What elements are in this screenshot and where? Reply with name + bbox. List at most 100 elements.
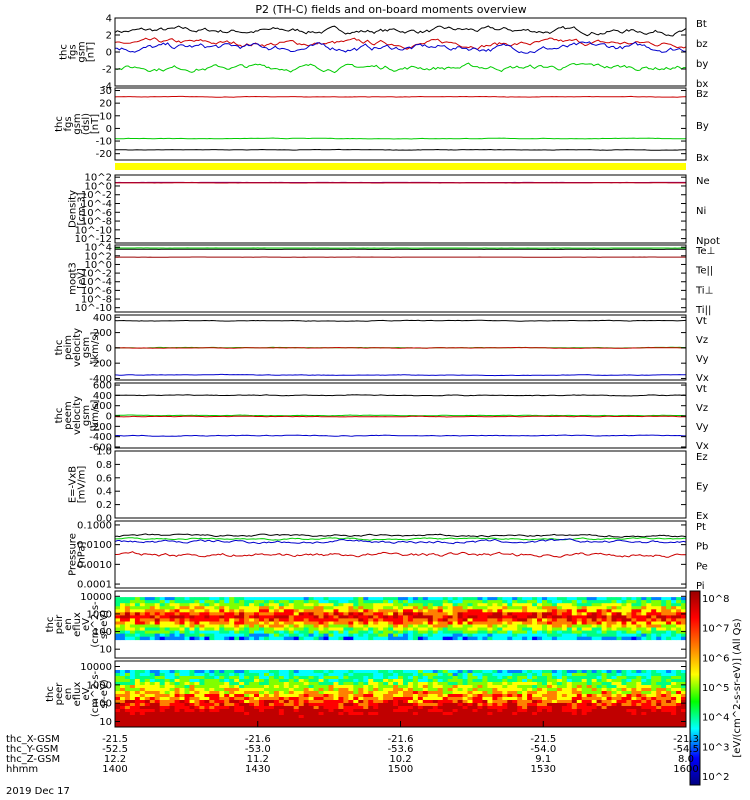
spectrogram-cell <box>527 700 533 704</box>
spectrogram-cell <box>462 688 468 692</box>
spectrogram-cell <box>388 673 394 677</box>
spectrogram-cell <box>179 630 185 634</box>
spectrogram-cell <box>556 603 563 607</box>
spectrogram-cell <box>154 612 161 616</box>
spectrogram-cell <box>353 606 359 610</box>
spectrogram-cell <box>179 597 185 601</box>
spectrogram-cell <box>457 603 463 607</box>
spectrogram-cell <box>512 603 518 607</box>
spectrogram-cell <box>417 691 424 695</box>
spectrogram-cell <box>681 603 687 607</box>
spectrogram-cell <box>412 609 419 613</box>
spectrogram-cell <box>149 606 156 610</box>
spectrogram-cell <box>417 712 424 716</box>
spectrogram-cell <box>298 691 305 695</box>
spectrogram-cell <box>407 606 414 610</box>
spectrogram-cell <box>556 676 563 680</box>
spectrogram-cell <box>636 724 642 728</box>
spectrogram-cell <box>566 600 573 604</box>
spectrogram-cell <box>129 670 136 674</box>
spectrogram-cell <box>224 679 230 683</box>
spectrogram-cell <box>412 673 419 677</box>
spectrogram-cell <box>616 688 622 692</box>
spectrogram-cell <box>244 700 250 704</box>
spectrogram-cell <box>551 621 558 625</box>
spectrogram-cell <box>492 715 498 719</box>
spectrogram-cell <box>601 609 607 613</box>
spectrogram-cell <box>477 700 483 704</box>
spectrogram-cell <box>596 603 602 607</box>
spectrogram-cell <box>626 609 632 613</box>
spectrogram-cell <box>398 682 404 686</box>
spectrogram-cell <box>417 606 424 610</box>
spectrogram-cell <box>149 706 156 710</box>
spectrogram-cell <box>581 688 588 692</box>
spectrogram-cell <box>487 715 493 719</box>
spectrogram-cell <box>288 600 295 604</box>
y-axis-label: Density <box>68 190 79 228</box>
spectrogram-cell <box>358 703 364 707</box>
spectrogram-cell <box>219 627 225 631</box>
spectrogram-cell <box>254 712 260 716</box>
spectrogram-cell <box>477 688 483 692</box>
spectrogram-cell <box>551 715 558 719</box>
spectrogram-cell <box>606 624 612 628</box>
spectrogram-cell <box>363 621 369 625</box>
spectrogram-cell <box>343 700 349 704</box>
spectrogram-cell <box>591 621 598 625</box>
spectrogram-cell <box>556 597 563 601</box>
spectrogram-cell <box>224 700 230 704</box>
spectrogram-cell <box>283 697 290 701</box>
spectrogram-cell <box>437 615 444 619</box>
spectrogram-cell <box>442 618 449 622</box>
spectrogram-cell <box>651 715 657 719</box>
spectrogram-cell <box>244 676 250 680</box>
spectrogram-cell <box>333 630 339 634</box>
spectrogram-cell <box>189 715 195 719</box>
spectrogram-cell <box>353 627 359 631</box>
spectrogram-cell <box>422 624 429 628</box>
spectrogram-cell <box>239 682 245 686</box>
spectrogram-cell <box>268 603 275 607</box>
spectrogram-cell <box>442 676 449 680</box>
spectrogram-cell <box>219 618 225 622</box>
spectrogram-cell <box>427 721 434 725</box>
series-line-red <box>115 551 687 558</box>
spectrogram-cell <box>591 633 598 637</box>
spectrogram-cell <box>368 621 374 625</box>
spectrogram-cell <box>591 721 598 725</box>
spectrogram-cell <box>561 618 568 622</box>
spectrogram-cell <box>189 685 195 689</box>
spectrogram-cell <box>254 624 260 628</box>
spectrogram-cell <box>432 691 439 695</box>
spectrogram-cell <box>412 624 419 628</box>
spectrogram-cell <box>194 597 200 601</box>
spectrogram-cell <box>666 688 672 692</box>
spectrogram-cell <box>601 597 607 601</box>
spectrogram-cell <box>288 624 295 628</box>
spectrogram-cell <box>641 682 647 686</box>
spectrogram-cell <box>422 612 429 616</box>
spectrogram-cell <box>646 691 652 695</box>
spectrogram-cell <box>616 709 622 713</box>
spectrogram-cell <box>268 688 275 692</box>
spectrogram-cell <box>542 609 548 613</box>
spectrogram-cell <box>288 633 295 637</box>
spectrogram-cell <box>537 703 543 707</box>
spectrogram-cell <box>616 682 622 686</box>
spectrogram-cell <box>467 633 473 637</box>
spectrogram-cell <box>115 630 121 634</box>
spectrogram-cell <box>522 715 528 719</box>
spectrogram-cell <box>547 709 553 713</box>
spectrogram-cell <box>417 627 424 631</box>
spectrogram-cell <box>388 615 394 619</box>
spectrogram-cell <box>199 633 205 637</box>
spectrogram-cell <box>219 676 225 680</box>
spectrogram-cell <box>199 679 205 683</box>
spectrogram-cell <box>268 618 275 622</box>
spectrogram-cell <box>591 715 598 719</box>
spectrogram-cell <box>666 606 672 610</box>
spectrogram-cell <box>621 724 627 728</box>
spectrogram-cell <box>452 724 458 728</box>
spectrogram-cell <box>571 697 578 701</box>
